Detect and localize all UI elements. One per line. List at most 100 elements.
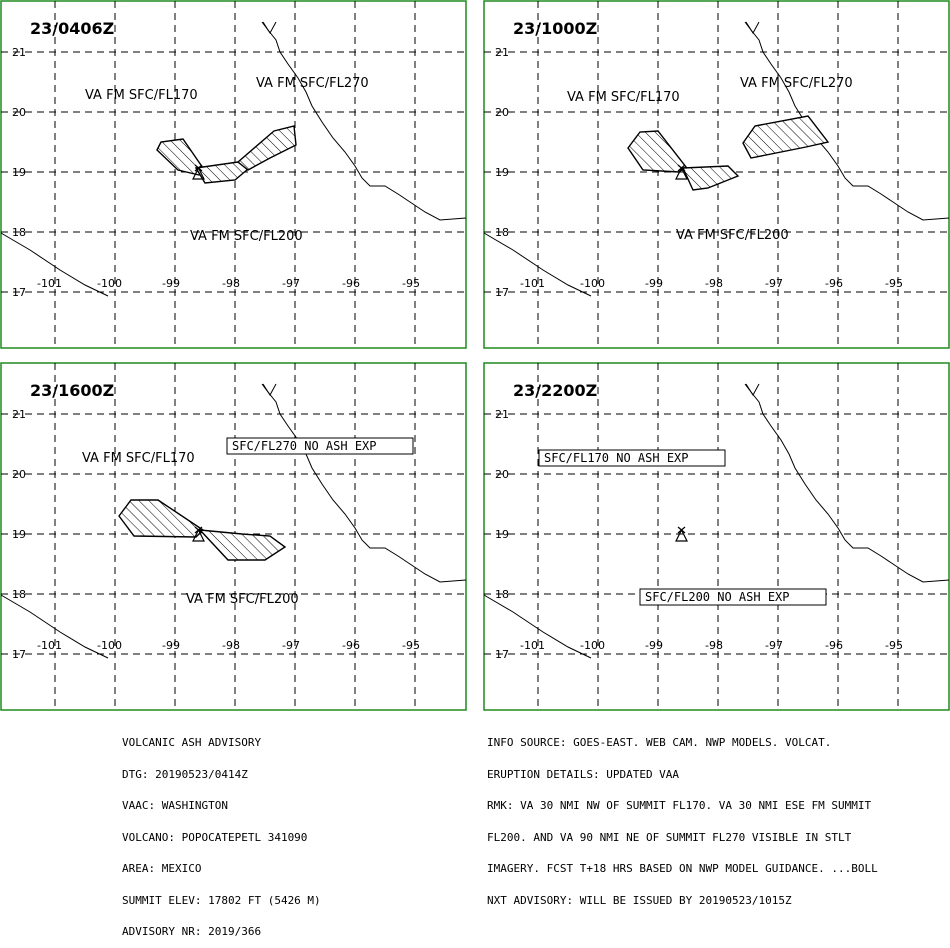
- ash-label: VA FM SFC/FL270: [256, 76, 369, 91]
- ash-polygon-fl270: [236, 125, 297, 171]
- lat-label: 18: [12, 226, 26, 239]
- lon-labels: -101 -100 -99 -98 -97 -96 -95: [520, 639, 903, 652]
- ash-polygon-fl170: [627, 130, 688, 173]
- lon-label: -99: [162, 277, 180, 290]
- valid-time: 23/1600Z: [30, 381, 114, 400]
- panel-frame: [0, 0, 467, 349]
- volcano-summit-mark: [194, 164, 203, 172]
- lon-label: -98: [222, 277, 240, 290]
- advisory-right-block: INFO SOURCE: GOES-EAST. WEB CAM. NWP MOD…: [487, 717, 878, 917]
- lat-label: 20: [12, 468, 26, 481]
- lat-label: 20: [495, 468, 509, 481]
- lat-labels: 21 20 19 18 17: [12, 408, 26, 661]
- advisory-line: FL200. AND VA 90 NMI NE OF SUMMIT FL270 …: [487, 830, 852, 844]
- ash-label: VA FM SFC/FL170: [567, 90, 680, 105]
- advisory-left-block: VOLCANIC ASH ADVISORY DTG: 20190523/0414…: [122, 717, 321, 948]
- lon-label: -98: [705, 277, 723, 290]
- advisory-line: ERUPTION DETAILS: UPDATED VAA: [487, 767, 680, 781]
- lat-label: 21: [495, 46, 509, 59]
- lat-labels: 21 20 19 18 17: [12, 46, 26, 299]
- lon-label: -96: [342, 639, 360, 652]
- lon-label: -95: [402, 639, 420, 652]
- ash-label: SFC/FL200 NO ASH EXP: [645, 590, 790, 604]
- lat-label: 18: [12, 588, 26, 601]
- lat-label: 19: [12, 166, 26, 179]
- ash-label: VA FM SFC/FL200: [190, 229, 303, 244]
- lon-label: -101: [520, 277, 545, 290]
- lat-label: 20: [12, 106, 26, 119]
- panel-frame: [483, 362, 950, 711]
- ash-areas: [627, 115, 830, 191]
- panel-1000z: -101 -100 -99 -98 -97 -96 -95 21 20 19 1…: [483, 0, 950, 349]
- grid-lines: [484, 363, 949, 710]
- advisory-line: NXT ADVISORY: WILL BE ISSUED BY 20190523…: [487, 893, 792, 907]
- ash-polygon-fl200: [681, 165, 740, 191]
- lon-label: -98: [222, 639, 240, 652]
- lat-labels: 21 20 19 18 17: [495, 46, 509, 299]
- lon-label: -101: [37, 277, 62, 290]
- ash-label: SFC/FL270 NO ASH EXP: [232, 439, 377, 453]
- volcano-summit-mark: [194, 526, 203, 534]
- ash-label: VA FM SFC/FL200: [676, 228, 789, 243]
- lon-label: -97: [282, 639, 300, 652]
- ash-areas: [118, 499, 287, 561]
- ash-label: SFC/FL170 NO ASH EXP: [544, 451, 689, 465]
- no-ash-box: [226, 437, 414, 455]
- lon-label: -97: [765, 639, 783, 652]
- lon-label: -96: [825, 277, 843, 290]
- no-ash-box: [639, 588, 827, 606]
- panel-frame: [0, 362, 467, 711]
- lon-label: -99: [645, 639, 663, 652]
- ash-forecast-map: -101 -100 -99 -98 -97 -96 -95 21 20 19 1…: [0, 0, 950, 711]
- volcano-summit-mark: [677, 164, 686, 172]
- ash-label: VA FM SFC/FL170: [85, 88, 198, 103]
- panel-0406z: -101 -100 -99 -98 -97 -96 -95 21 20 19 1…: [0, 0, 467, 349]
- lat-label: 18: [495, 588, 509, 601]
- lat-label: 17: [495, 648, 509, 661]
- lon-label: -97: [765, 277, 783, 290]
- valid-time: 23/1000Z: [513, 19, 597, 38]
- panel-2200z: -101 -100 -99 -98 -97 -96 -95 21 20 19 1…: [483, 362, 950, 711]
- coastline: [483, 21, 950, 297]
- lat-label: 21: [495, 408, 509, 421]
- lon-label: -96: [342, 277, 360, 290]
- volcano-summit-mark: [677, 526, 686, 534]
- ash-areas: [156, 125, 297, 184]
- valid-time: 23/0406Z: [30, 19, 114, 38]
- lon-labels: -101 -100 -99 -98 -97 -96 -95: [37, 639, 420, 652]
- advisory-line: SUMMIT ELEV: 17802 FT (5426 M): [122, 893, 321, 907]
- no-ash-box: [538, 449, 726, 467]
- ash-label: VA FM SFC/FL270: [740, 76, 853, 91]
- lon-label: -99: [645, 277, 663, 290]
- advisory-line: AREA: MEXICO: [122, 862, 202, 875]
- lon-labels: -101 -100 -99 -98 -97 -96 -95: [37, 277, 420, 290]
- lat-label: 19: [495, 528, 509, 541]
- advisory-line: IMAGERY. FCST T+18 HRS BASED ON NWP MODE…: [487, 862, 878, 875]
- ash-polygon-fl200: [194, 161, 250, 184]
- coastline: [0, 383, 467, 659]
- panel-1600z: -101 -100 -99 -98 -97 -96 -95 21 20 19 1…: [0, 362, 467, 711]
- lat-labels: 21 20 19 18 17: [495, 408, 509, 661]
- lon-label: -95: [885, 639, 903, 652]
- advisory-line: VOLCANIC ASH ADVISORY: [122, 736, 262, 749]
- lat-label: 19: [12, 528, 26, 541]
- volcano-summit-icon: [192, 166, 205, 180]
- lon-label: -99: [162, 639, 180, 652]
- volcano-summit-icon: [192, 528, 205, 542]
- lat-label: 19: [495, 166, 509, 179]
- lon-label: -101: [37, 639, 62, 652]
- lon-label: -100: [580, 277, 605, 290]
- advisory-line: VAAC: WASHINGTON: [122, 799, 228, 812]
- advisory-line: ADVISORY NR: 2019/366: [122, 925, 262, 938]
- lat-label: 18: [495, 226, 509, 239]
- advisory-line: DTG: 20190523/0414Z: [122, 767, 248, 781]
- volcano-summit-icon: [675, 528, 688, 542]
- lon-label: -97: [282, 277, 300, 290]
- valid-time: 23/2200Z: [513, 381, 597, 400]
- coastline: [0, 21, 467, 297]
- lon-label: -100: [580, 639, 605, 652]
- volcano-summit-icon: [675, 166, 688, 180]
- ash-polygon-fl170: [118, 499, 205, 538]
- lat-label: 17: [12, 648, 26, 661]
- ash-label: VA FM SFC/FL200: [186, 592, 299, 607]
